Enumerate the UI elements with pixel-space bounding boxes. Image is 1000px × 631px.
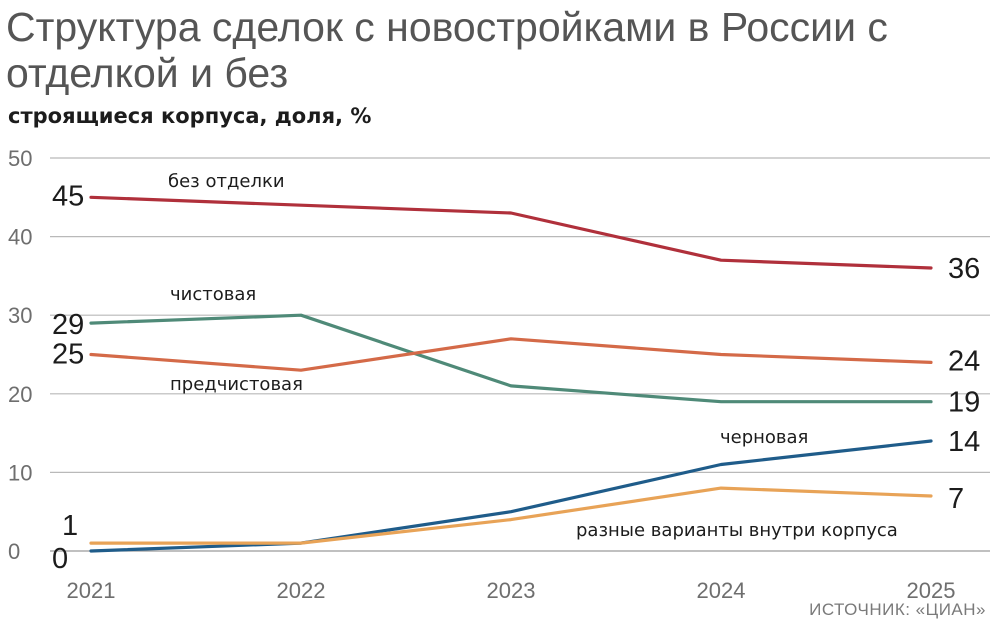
y-axis-ticks: 0 10 20 30 40 50 (8, 146, 32, 564)
x-tick-label-2023: 2023 (487, 578, 536, 603)
source-note: ИСТОЧНИК: «ЦИАН» (809, 600, 986, 620)
series-line-0 (91, 197, 931, 268)
data-labels: 45 36 29 19 25 24 0 14 1 7 без отделки чистовая пред… (52, 171, 980, 575)
end-value-label-2: 24 (948, 345, 980, 377)
end-value-label-0: 36 (948, 253, 980, 285)
start-value-label-1: 29 (52, 309, 84, 341)
series-name-label-4: разные варианты внутри корпуса (576, 520, 898, 541)
end-value-label-4: 7 (948, 483, 964, 515)
start-value-label-2: 25 (52, 339, 84, 371)
series-name-label-0: без отделки (168, 171, 285, 192)
series-line-2 (91, 339, 931, 370)
x-tick-label-2022: 2022 (277, 578, 326, 603)
start-value-label-3: 0 (52, 543, 68, 575)
end-value-label-1: 19 (948, 387, 980, 419)
x-tick-label-2024: 2024 (697, 578, 746, 603)
series-name-label-2: предчистовая (170, 374, 303, 395)
y-tick-label-40: 40 (8, 225, 32, 250)
y-tick-label-0: 0 (8, 539, 20, 564)
x-tick-label-2021: 2021 (67, 578, 116, 603)
y-tick-label-20: 20 (8, 382, 32, 407)
series-name-label-1: чистовая (170, 284, 256, 305)
start-value-label-4: 1 (62, 510, 78, 542)
series-name-label-3: черновая (720, 427, 808, 448)
y-tick-label-50: 50 (8, 146, 32, 171)
y-tick-label-30: 30 (8, 303, 32, 328)
start-value-label-0: 45 (52, 180, 84, 212)
y-tick-label-10: 10 (8, 460, 32, 485)
end-value-label-3: 14 (948, 426, 980, 458)
line-chart: 01020304050 2021 2022 2023 2024 2025 4536291… (0, 0, 1000, 631)
